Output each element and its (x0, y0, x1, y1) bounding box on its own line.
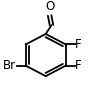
Text: F: F (75, 59, 82, 72)
Text: O: O (45, 0, 54, 13)
Text: F: F (75, 38, 82, 51)
Text: Br: Br (3, 59, 16, 72)
